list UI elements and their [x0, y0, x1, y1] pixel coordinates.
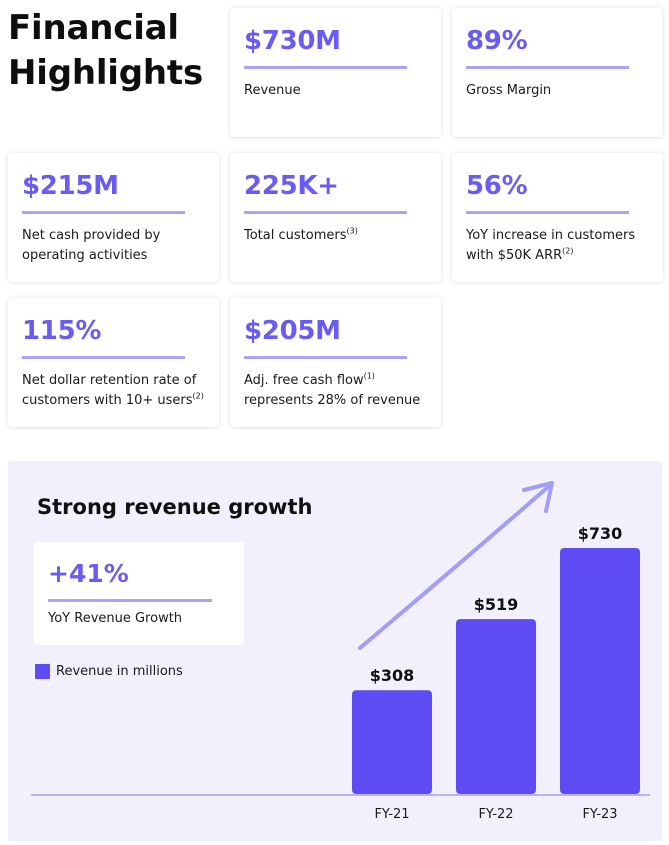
yoy-growth-card: +41% YoY Revenue Growth	[34, 542, 244, 645]
chart-legend: Revenue in millions	[35, 664, 183, 679]
metric-label-text: Total customers	[244, 228, 347, 243]
metric-card-free-cash-flow: $205M Adj. free cash flow(1) represents 2…	[230, 298, 441, 427]
metric-value: 89%	[466, 26, 528, 56]
bar-fy-21	[352, 690, 432, 794]
footnote-marker: (3)	[346, 226, 358, 236]
growth-arrowhead-icon	[522, 481, 554, 513]
footnote-marker: (2)	[562, 246, 574, 256]
metric-value: $730M	[244, 26, 341, 56]
metric-divider	[466, 66, 629, 69]
metric-label: Gross Margin	[466, 83, 552, 98]
bar-value-label: $519	[474, 595, 519, 614]
page-title-line2: Highlights	[8, 53, 203, 93]
metric-label: Adj. free cash flow(1) represents 28% of …	[244, 371, 436, 411]
metric-value: 56%	[466, 171, 528, 201]
metric-value: $205M	[244, 316, 341, 346]
metric-card-revenue: $730M Revenue	[230, 8, 441, 137]
metric-value: 225K+	[244, 171, 339, 201]
metric-divider	[244, 211, 407, 214]
metric-label-line1: YoY increase in customers	[466, 228, 636, 243]
bars-layer: $308 FY-21 $519 FY-22 $730 FY-23	[352, 524, 640, 822]
metric-value: 115%	[22, 316, 102, 346]
bar-value-label: $308	[370, 666, 415, 685]
x-tick-label: FY-21	[374, 807, 409, 822]
metric-card-gross-margin: 89% Gross Margin	[452, 8, 663, 137]
metric-card-total-customers: 225K+ Total customers(3)	[230, 153, 441, 282]
metric-label-line2: represents 28% of revenue	[244, 393, 421, 408]
metric-label-line2: with $50K ARR(2)	[466, 246, 574, 263]
metric-label: Net dollar retention rate of customers wi…	[22, 371, 214, 411]
metric-label-line1: Net dollar retention rate of	[22, 373, 197, 388]
bar-fy-23	[560, 548, 640, 794]
metric-divider	[244, 356, 407, 359]
growth-arrow-icon	[358, 485, 550, 650]
page-title-line1: Financial	[8, 8, 179, 48]
metric-divider	[22, 356, 185, 359]
x-tick-label: FY-23	[582, 807, 617, 822]
metric-divider	[466, 211, 629, 214]
metric-label-line1: Adj. free cash flow(1)	[244, 371, 375, 388]
metric-label: Revenue	[244, 83, 301, 98]
footnote-marker: (1)	[363, 371, 375, 381]
metric-divider	[22, 211, 185, 214]
footnote-marker: (2)	[192, 391, 204, 401]
metric-divider	[48, 599, 212, 602]
legend-label: Revenue in millions	[56, 664, 183, 679]
metric-divider	[244, 66, 407, 69]
chart-title: Strong revenue growth	[37, 495, 313, 519]
metric-label: Total customers(3)	[244, 226, 436, 246]
metric-label: YoY increase in customers with $50K ARR(2…	[466, 226, 658, 266]
yoy-growth-label: YoY Revenue Growth	[48, 611, 183, 626]
metric-value: $215M	[22, 171, 119, 201]
page-title: Financial Highlights	[8, 6, 223, 96]
bar-value-label: $730	[578, 524, 623, 543]
legend-swatch	[35, 664, 50, 679]
metric-card-net-cash: $215M Net cash provided by operating act…	[8, 153, 219, 282]
yoy-growth-value: +41%	[48, 559, 129, 588]
bar-fy-22	[456, 619, 536, 794]
x-tick-label: FY-22	[478, 807, 513, 822]
revenue-bar-chart: $308 FY-21 $519 FY-22 $730 FY-23	[31, 481, 650, 822]
metric-label: Net cash provided by operating activitie…	[22, 228, 161, 263]
metric-label-line2: customers with 10+ users(2)	[22, 391, 204, 408]
revenue-growth-panel: Strong revenue growth +41% YoY Revenue G…	[8, 461, 662, 841]
metric-card-net-dollar-retention: 115% Net dollar retention rate of custome…	[8, 298, 219, 427]
metric-card-customer-growth: 56% YoY increase in customers with $50K A…	[452, 153, 663, 282]
